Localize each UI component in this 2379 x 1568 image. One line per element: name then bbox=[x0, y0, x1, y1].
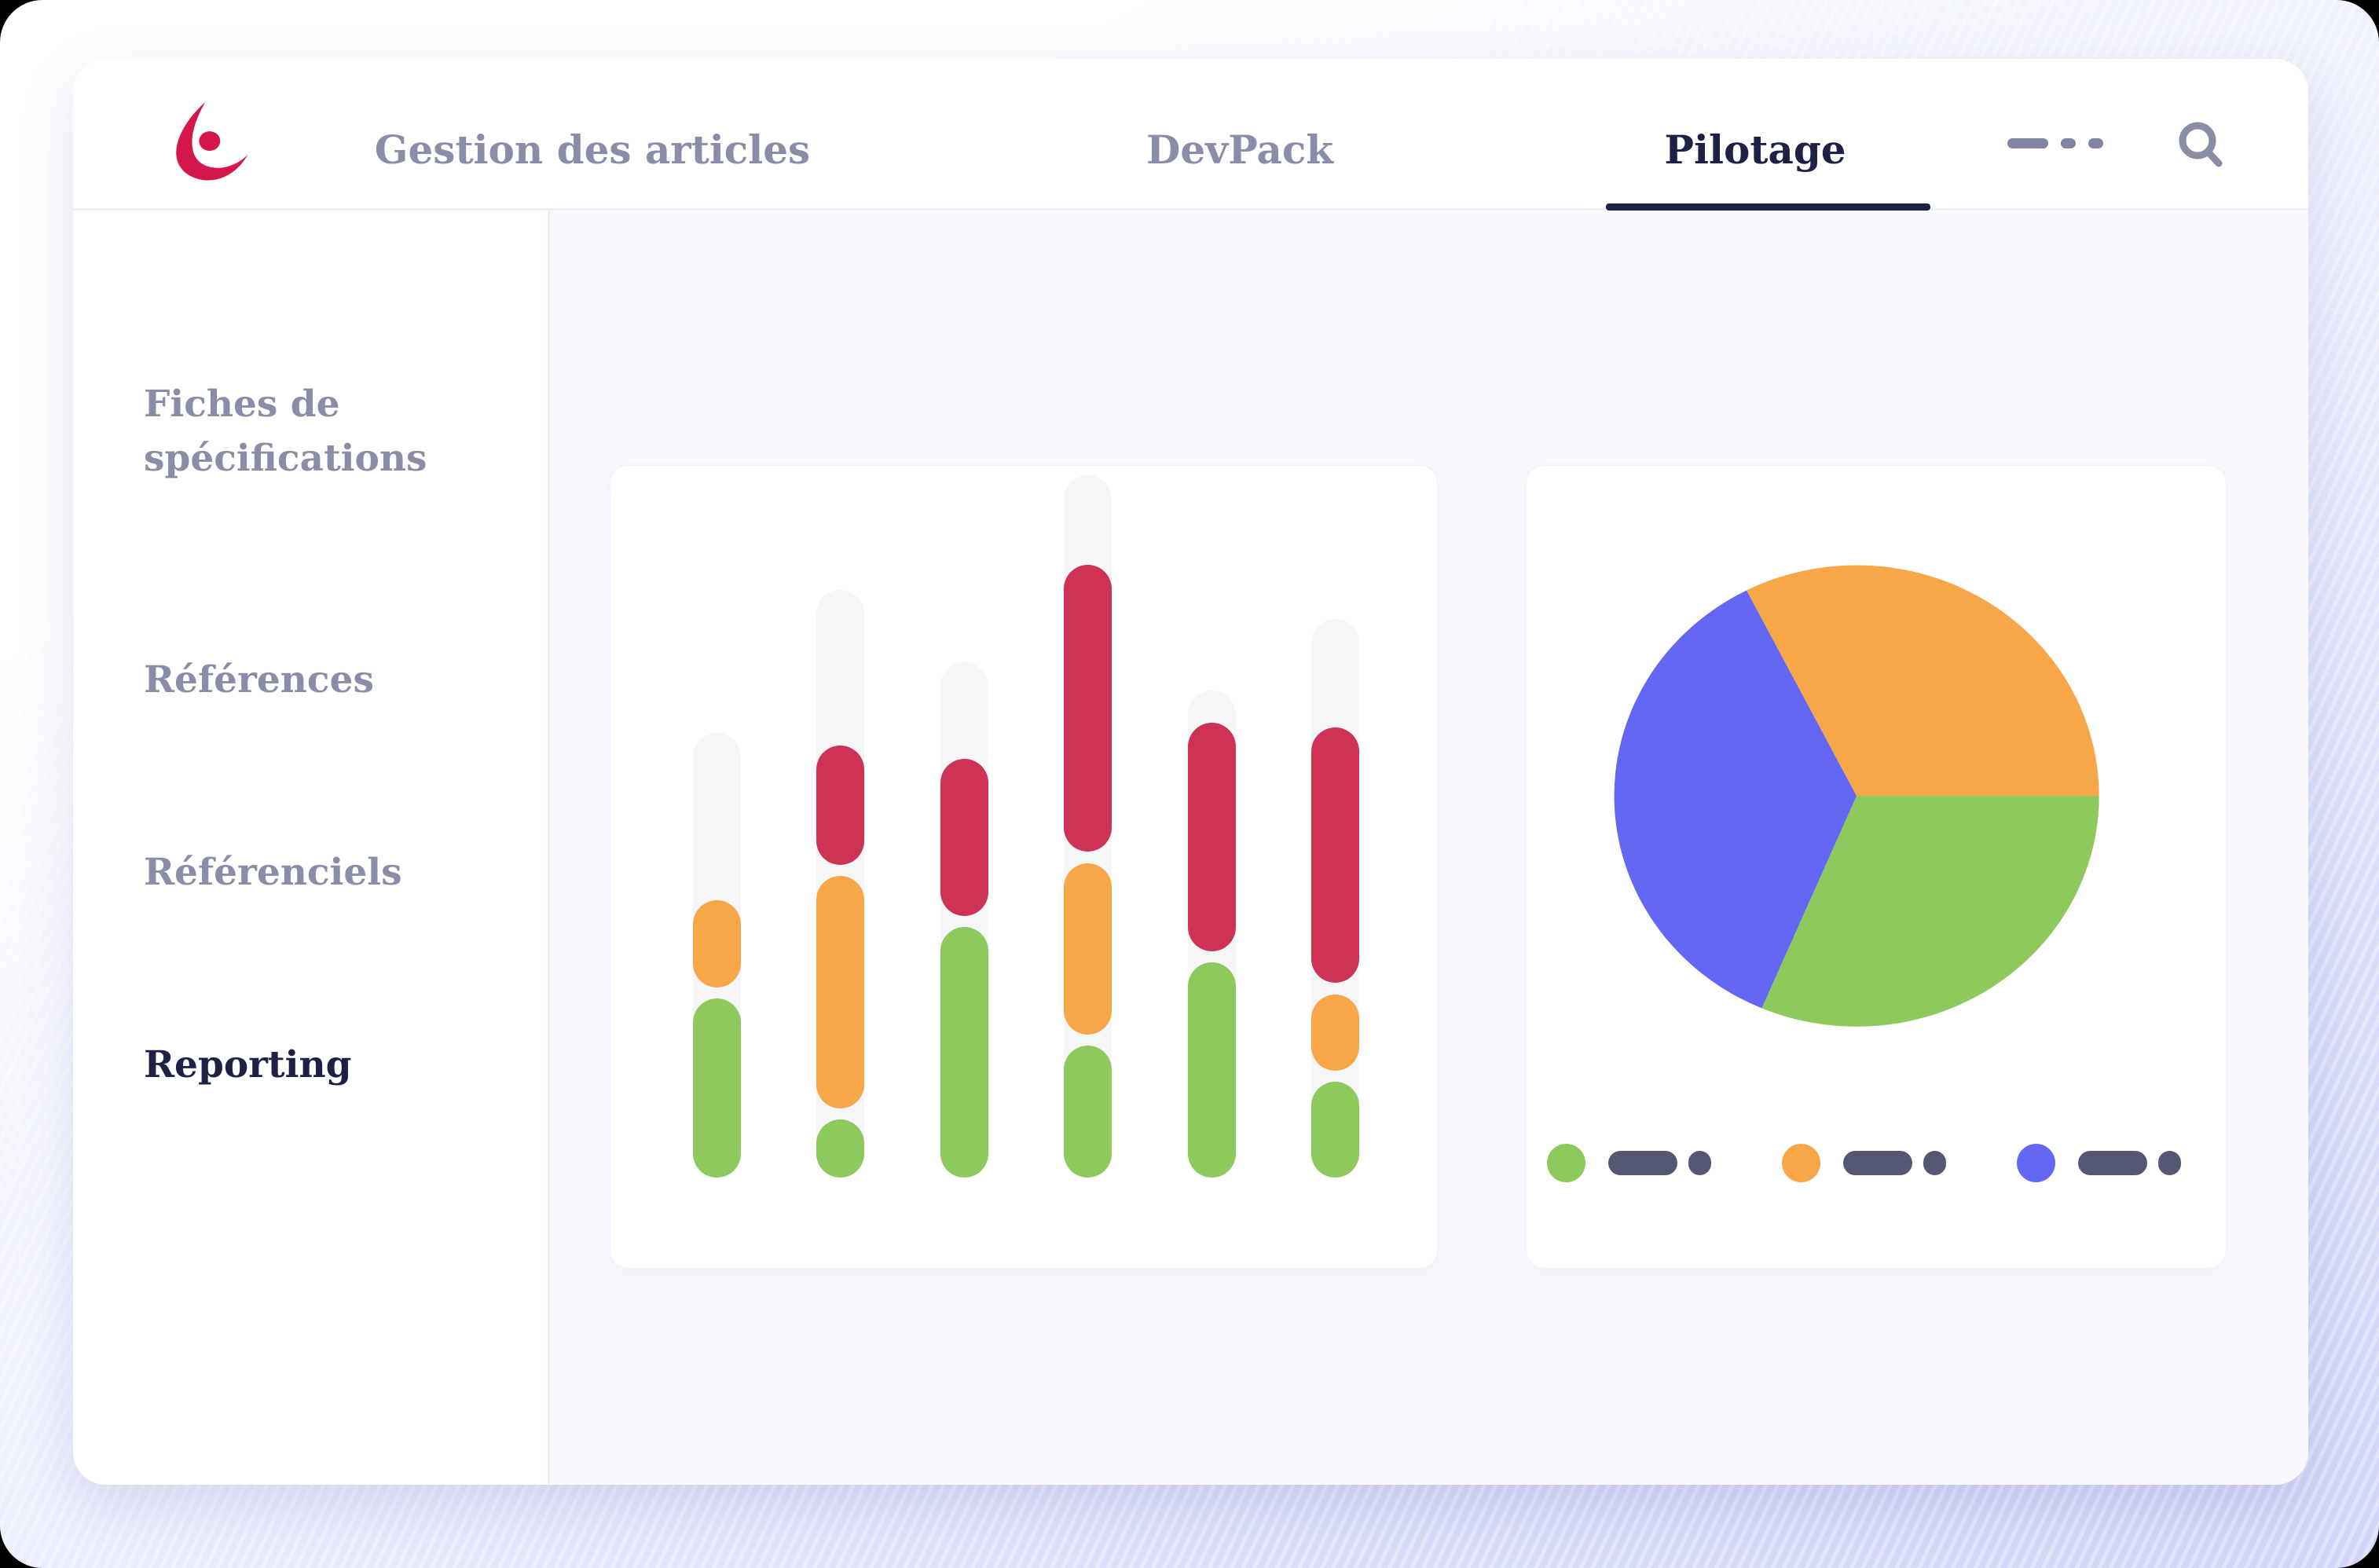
legend-label-dot bbox=[1688, 1151, 1711, 1175]
bar-segment-red bbox=[1187, 722, 1236, 952]
nav-item-devpack[interactable]: DevPack bbox=[1146, 126, 1333, 173]
pie-slice-orange bbox=[1747, 565, 2099, 797]
bar-segment-red bbox=[816, 746, 865, 866]
legend-swatch bbox=[1782, 1144, 1820, 1182]
top-nav-bar: Gestion des articles DevPack Pilotage bbox=[73, 59, 2308, 211]
stacked-bar-chart bbox=[610, 466, 1437, 1178]
pie-chart bbox=[1614, 565, 2099, 1027]
legend-label-dash bbox=[1608, 1151, 1677, 1175]
dash-long bbox=[2007, 138, 2048, 148]
nav-item-gestion-des-articles[interactable]: Gestion des articles bbox=[374, 126, 811, 173]
bar-segment-red bbox=[1064, 565, 1113, 852]
leap-figure-logo-icon[interactable] bbox=[169, 89, 254, 192]
dash-menu-icon[interactable] bbox=[2007, 138, 2103, 148]
pie-slice-blue bbox=[1614, 590, 1857, 1009]
bar-segment-orange bbox=[816, 876, 865, 1108]
bar-segment-green bbox=[1064, 1045, 1113, 1178]
legend-item bbox=[1782, 1144, 1946, 1182]
legend-item bbox=[1547, 1144, 1711, 1182]
legend-label-dot bbox=[1923, 1151, 1946, 1175]
pie-legend bbox=[1527, 1144, 2226, 1182]
bar-segment-orange bbox=[1064, 863, 1113, 1035]
sidebar-item-reporting[interactable]: Reporting bbox=[144, 1043, 352, 1086]
body-row: Fiches de spécifications Références Réfé… bbox=[73, 211, 2308, 1485]
search-icon[interactable] bbox=[2177, 120, 2226, 170]
logo-head bbox=[199, 131, 221, 151]
bar-segment-red bbox=[940, 759, 988, 916]
main-content bbox=[550, 211, 2308, 1485]
stacked-bar-chart-card bbox=[609, 464, 1439, 1269]
bar-segment-green bbox=[693, 998, 741, 1178]
bar-segment-orange bbox=[1311, 994, 1359, 1072]
sidebar-item-referenciels[interactable]: Référenciels bbox=[144, 851, 402, 894]
legend-label-dash bbox=[1843, 1151, 1912, 1175]
pie-chart-card bbox=[1525, 464, 2227, 1269]
dash-short bbox=[2061, 138, 2076, 148]
active-tab-underline bbox=[1606, 203, 1930, 211]
bar-segment-orange bbox=[693, 899, 741, 987]
sidebar-item-fiches-de-specifications[interactable]: Fiches de spécifications bbox=[144, 383, 427, 480]
sidebar: Fiches de spécifications Références Réfé… bbox=[73, 211, 550, 1485]
nav-item-pilotage[interactable]: Pilotage bbox=[1664, 126, 1846, 173]
bar-segment-green bbox=[816, 1119, 865, 1178]
bar-segment-red bbox=[1311, 727, 1359, 984]
pie-slice-green bbox=[1761, 796, 2099, 1027]
app-panel: Gestion des articles DevPack Pilotage Fi… bbox=[73, 59, 2308, 1485]
logo-swoosh bbox=[176, 101, 248, 181]
bar-segment-green bbox=[940, 926, 988, 1178]
bar-segment-green bbox=[1187, 962, 1236, 1178]
bar-segment-green bbox=[1311, 1082, 1359, 1178]
legend-label-dot bbox=[2158, 1151, 2181, 1175]
dash-short bbox=[2088, 138, 2103, 148]
sidebar-item-references[interactable]: Références bbox=[144, 658, 374, 702]
legend-item bbox=[2017, 1144, 2181, 1182]
legend-swatch bbox=[2017, 1144, 2055, 1182]
legend-label-dash bbox=[2078, 1151, 2147, 1175]
legend-swatch bbox=[1547, 1144, 1585, 1182]
